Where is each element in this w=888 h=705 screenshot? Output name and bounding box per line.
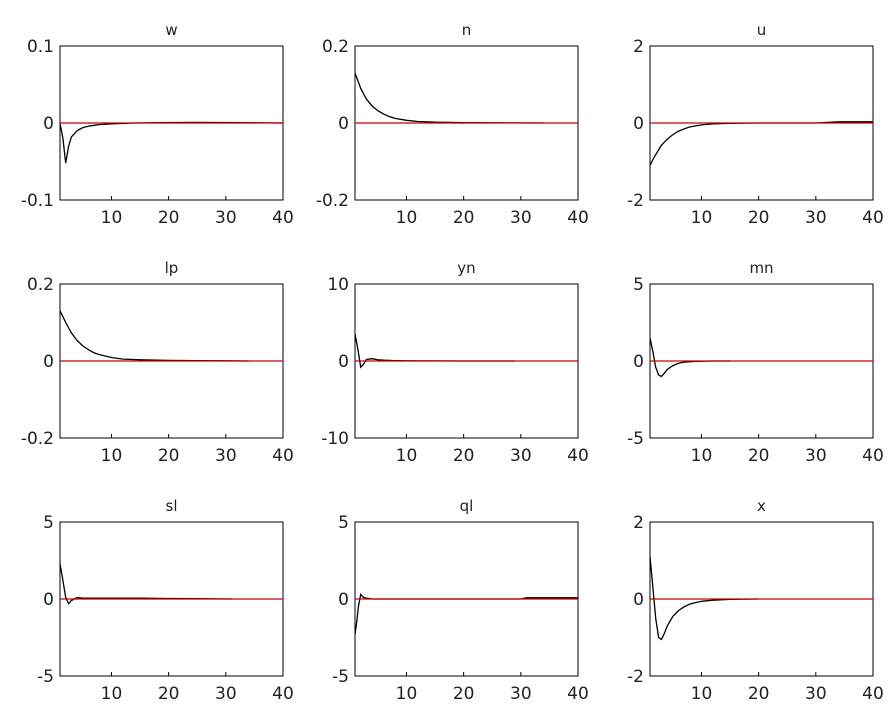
panel-mn-ytick-label: 0 xyxy=(633,352,644,372)
panel-x-xtick-label: 30 xyxy=(805,684,827,704)
panel-x-xtick-label: 10 xyxy=(691,684,713,704)
panel-yn-xtick-label: 30 xyxy=(510,446,532,466)
panel-mn-xtick-label: 30 xyxy=(805,446,827,466)
panel-n-ytick-label: -0.2 xyxy=(316,191,349,211)
panel-w: w 0.1 0 -0.1 10 20 30 40 xyxy=(21,21,294,228)
panel-yn-ytick-label: 10 xyxy=(327,275,349,295)
panel-yn-xtick-label: 40 xyxy=(567,446,589,466)
panel-u-xtick-label: 30 xyxy=(805,208,827,228)
panel-ql-ytick-label: 0 xyxy=(338,590,349,610)
panel-sl-xtick-label: 10 xyxy=(101,684,123,704)
panel-ql-xtick-label: 20 xyxy=(453,684,475,704)
panel-w-title: w xyxy=(165,21,177,39)
panel-ql-xtick-label: 40 xyxy=(567,684,589,704)
panel-x: x20-210 20 30 40 xyxy=(627,497,884,704)
panel-ql-ytick-label: -5 xyxy=(332,667,349,687)
panel-x-ytick-label: -2 xyxy=(627,667,644,687)
panel-u-xtick-label: 40 xyxy=(862,208,884,228)
panel-x-xtick-label: 20 xyxy=(748,684,770,704)
panel-w-xtick-label: 40 xyxy=(272,208,294,228)
panel-w-ytick-label: -0.1 xyxy=(21,191,54,211)
panel-u-ytick-label: 0 xyxy=(633,114,644,134)
panel-lp-ytick-label: -0.2 xyxy=(21,429,54,449)
panel-x-ytick-label: 0 xyxy=(633,590,644,610)
panel-lp-xtick-label: 30 xyxy=(215,446,237,466)
panel-lp-ytick-label: 0.2 xyxy=(27,275,54,295)
panel-sl-xtick-label: 30 xyxy=(215,684,237,704)
panel-mn-ytick-label: 5 xyxy=(633,275,644,295)
panel-x-title: x xyxy=(757,497,766,515)
panel-u-xtick-label: 10 xyxy=(691,208,713,228)
panel-x-xtick-label: 40 xyxy=(862,684,884,704)
panel-w-xtick-label: 20 xyxy=(158,208,180,228)
panel-sl-ytick-label: 0 xyxy=(43,590,54,610)
panel-ql: ql 5 0 -5 10 20 30 40 xyxy=(332,497,589,704)
panel-x-ytick-label: 2 xyxy=(633,513,644,533)
panel-lp-xtick-label: 20 xyxy=(158,446,180,466)
panel-sl-ytick-label: 5 xyxy=(43,513,54,533)
panel-w-xtick-label: 10 xyxy=(101,208,123,228)
panel-ql-title: ql xyxy=(460,497,474,515)
panel-n-xtick-label: 10 xyxy=(396,208,418,228)
panel-mn-xtick-label: 20 xyxy=(748,446,770,466)
panel-sl-xtick-label: 40 xyxy=(272,684,294,704)
panel-sl-xtick-label: 20 xyxy=(158,684,180,704)
panel-n-ytick-label: 0 xyxy=(338,114,349,134)
panel-lp-ytick-label: 0 xyxy=(43,352,54,372)
panel-yn-xtick-label: 20 xyxy=(453,446,475,466)
panel-n-title: n xyxy=(462,21,472,39)
panel-mn-xtick-label: 40 xyxy=(862,446,884,466)
panel-n-xtick-label: 20 xyxy=(453,208,475,228)
panel-n-xtick-label: 30 xyxy=(510,208,532,228)
panel-mn: mn 5 0 -5 10 20 30 40 xyxy=(627,259,884,466)
panel-sl-ytick-label: -5 xyxy=(37,667,54,687)
panel-u-ytick-label: -2 xyxy=(627,191,644,211)
panel-mn-xtick-label: 10 xyxy=(691,446,713,466)
panel-yn: yn 10 0 -10 10 20 30 40 xyxy=(321,259,589,466)
panel-n: n 0.2 0 -0.2 10 20 30 40 xyxy=(316,21,589,228)
panel-lp: lp 0.2 0 -0.2 10 20 30 40 xyxy=(21,259,294,466)
panel-n-ytick-label: 0.2 xyxy=(322,37,349,57)
panel-w-ytick-label: 0.1 xyxy=(27,37,54,57)
panel-lp-xtick-label: 10 xyxy=(101,446,123,466)
panel-u-ytick-label: 2 xyxy=(633,37,644,57)
panel-yn-xtick-label: 10 xyxy=(396,446,418,466)
panel-ql-xtick-label: 10 xyxy=(396,684,418,704)
panel-yn-ytick-label: -10 xyxy=(321,429,349,449)
panel-yn-ytick-label: 0 xyxy=(338,352,349,372)
panel-mn-title: mn xyxy=(749,259,773,277)
panel-sl-title: sl xyxy=(166,497,178,515)
panel-lp-xtick-label: 40 xyxy=(272,446,294,466)
panel-yn-title: yn xyxy=(457,259,475,277)
panel-ql-ytick-label: 5 xyxy=(338,513,349,533)
panel-sl: sl 5 0 -5 10 20 30 40 xyxy=(37,497,294,704)
panel-u-title: u xyxy=(757,21,767,39)
panel-mn-ytick-label: -5 xyxy=(627,429,644,449)
panel-w-ytick-label: 0 xyxy=(43,114,54,134)
panel-u: u20-210 20 30 40 xyxy=(627,21,884,228)
panel-u-xtick-label: 20 xyxy=(748,208,770,228)
panel-ql-xtick-label: 30 xyxy=(510,684,532,704)
panel-lp-title: lp xyxy=(165,259,179,277)
panel-n-xtick-label: 40 xyxy=(567,208,589,228)
panel-w-xtick-label: 30 xyxy=(215,208,237,228)
